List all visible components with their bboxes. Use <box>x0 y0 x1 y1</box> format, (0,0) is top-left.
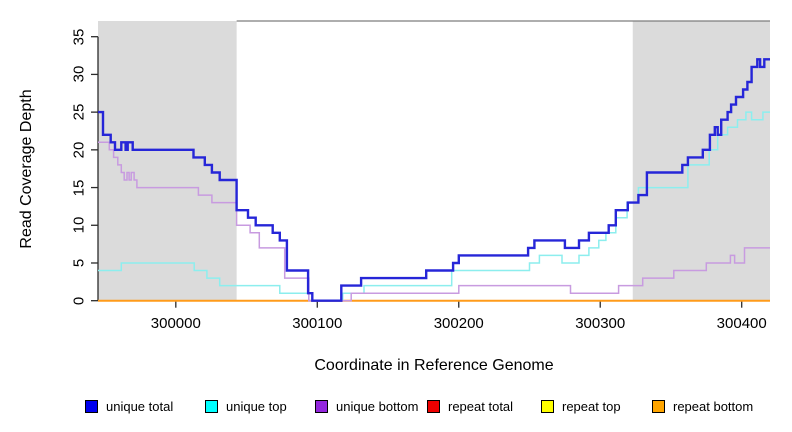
legend-swatch-unique-total <box>85 400 98 413</box>
repeat-region-band-0 <box>98 21 237 302</box>
legend-item-repeat-top: repeat top <box>541 399 621 414</box>
legend-item-repeat-bottom: repeat bottom <box>652 399 753 414</box>
legend-item-unique-bottom: unique bottom <box>315 399 418 414</box>
legend-label-repeat-bottom: repeat bottom <box>673 399 754 414</box>
legend-swatch-repeat-total <box>427 400 440 413</box>
y-axis-title: Read Coverage Depth <box>18 89 35 249</box>
y-tick-label-7: 35 <box>70 28 88 46</box>
legend-swatch-unique-bottom <box>315 400 328 413</box>
series-line-unique-top <box>98 111 770 302</box>
x-tick-label-2: 300200 <box>433 315 484 332</box>
x-tick-label-0: 300000 <box>150 315 201 332</box>
series-line-unique-total <box>98 58 770 302</box>
y-tick-label-0: 0 <box>70 296 88 305</box>
x-tick-label-4: 300400 <box>716 315 767 332</box>
legend-label-repeat-top: repeat top <box>562 399 621 414</box>
legend-swatch-repeat-bottom <box>652 400 665 413</box>
legend-label-unique-top: unique top <box>226 399 287 414</box>
y-tick-label-6: 30 <box>70 66 88 83</box>
legend-swatch-unique-top <box>205 400 218 413</box>
legend-label-unique-bottom: unique bottom <box>336 399 419 414</box>
x-tick-label-3: 300300 <box>575 315 626 332</box>
legend-label-repeat-total: repeat total <box>448 399 514 414</box>
y-tick-label-3: 15 <box>70 179 88 196</box>
legend-item-unique-top: unique top <box>205 399 287 414</box>
legend-item-unique-total: unique total <box>85 399 173 414</box>
y-tick-label-1: 5 <box>70 258 88 268</box>
x-axis-title: Coordinate in Reference Genome <box>314 357 554 374</box>
y-tick-label-4: 20 <box>70 141 88 159</box>
legend-item-repeat-total: repeat total <box>427 399 513 414</box>
y-tick-label-2: 10 <box>70 216 88 234</box>
repeat-region-band-1 <box>632 21 770 302</box>
x-tick-label-1: 300100 <box>292 315 343 332</box>
legend: unique total unique top unique bottom repea… <box>0 398 792 418</box>
series-line-unique-bottom <box>98 141 770 302</box>
y-tick-label-5: 25 <box>70 103 88 121</box>
legend-label-unique-total: unique total <box>106 399 174 414</box>
legend-swatch-repeat-top <box>541 400 554 413</box>
